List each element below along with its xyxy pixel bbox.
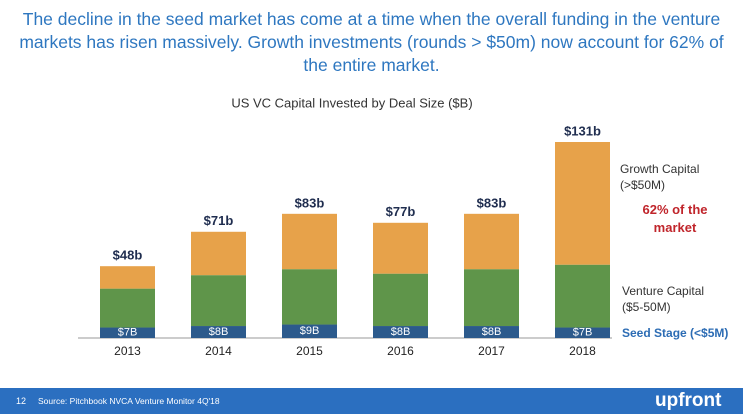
bar-segment <box>191 231 246 276</box>
total-label: $131b <box>564 123 601 138</box>
bar-segment <box>373 222 428 274</box>
page-number: 12 <box>16 396 27 406</box>
annotation: 62% of the market <box>642 202 708 235</box>
segment-label: $7B <box>118 327 138 339</box>
bar-segment <box>100 266 155 289</box>
x-tick-label: 2018 <box>569 344 596 358</box>
bar-segment <box>191 275 246 327</box>
x-tick-label: 2017 <box>478 344 505 358</box>
bar-segment <box>282 324 337 338</box>
legend-growth: Growth Capital (>$50M) <box>620 162 700 192</box>
source: Source: Pitchbook NVCA Venture Monitor 4… <box>38 396 220 406</box>
segment-label: $7B <box>573 327 593 339</box>
bar-segment <box>555 264 610 328</box>
bar-segment <box>282 269 337 325</box>
total-label: $83b <box>295 195 325 210</box>
segment-label: $8B <box>209 326 229 338</box>
segment-label: $8B <box>482 326 502 338</box>
chart: US VC Capital Invested by Deal Size ($B)… <box>78 95 612 358</box>
bar-segment <box>100 288 155 328</box>
total-label: $77b <box>386 204 416 219</box>
bar-segment <box>100 327 155 338</box>
chart-title: US VC Capital Invested by Deal Size ($B) <box>231 95 472 110</box>
x-tick-label: 2014 <box>205 344 232 358</box>
footer: 12 Source: Pitchbook NVCA Venture Monito… <box>0 388 743 414</box>
segment-label: $9B <box>300 325 320 337</box>
x-tick-label: 2016 <box>387 344 414 358</box>
bar-segment <box>282 213 337 270</box>
bar-segment <box>464 326 519 338</box>
bar-segment <box>555 142 610 265</box>
logo: upfront <box>655 390 722 411</box>
bar-segment <box>464 213 519 270</box>
bar-segment <box>191 326 246 338</box>
total-label: $83b <box>477 195 507 210</box>
total-label: $71b <box>204 213 234 228</box>
bar-segment <box>464 269 519 327</box>
bar-segment <box>373 273 428 327</box>
x-tick-label: 2013 <box>114 344 141 358</box>
segment-label: $8B <box>391 326 411 338</box>
total-label: $48b <box>113 248 143 263</box>
legend-venture: Venture Capital ($5-50M) <box>622 284 705 314</box>
x-tick-label: 2015 <box>296 344 323 358</box>
bar-segment <box>373 326 428 338</box>
headline: The decline in the seed market has come … <box>19 9 724 75</box>
bar-segment <box>555 327 610 338</box>
legend-seed: Seed Stage (<$5M) <box>622 326 729 340</box>
